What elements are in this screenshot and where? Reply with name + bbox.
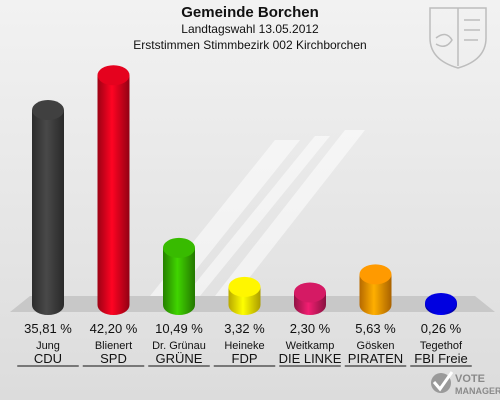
chart-title: Gemeinde Borchen bbox=[181, 4, 319, 21]
value-label: 42,20 % bbox=[90, 321, 138, 336]
bar-3 bbox=[163, 237, 195, 315]
bar-body bbox=[163, 247, 195, 315]
party-label: DIE LINKE bbox=[279, 351, 342, 366]
bar-top bbox=[294, 282, 326, 303]
bar-top bbox=[163, 237, 195, 258]
bars-group bbox=[32, 65, 457, 315]
value-label: 3,32 % bbox=[224, 321, 265, 336]
party-label: SPD bbox=[100, 351, 127, 366]
bar-top bbox=[228, 276, 261, 297]
bar-6 bbox=[359, 264, 392, 315]
party-label: FDP bbox=[232, 351, 258, 366]
bar-top bbox=[425, 293, 457, 313]
candidate-label: Tegethof bbox=[420, 340, 463, 352]
bar-1 bbox=[32, 100, 64, 315]
value-label: 5,63 % bbox=[355, 321, 396, 336]
value-label: 2,30 % bbox=[290, 321, 331, 336]
candidate-label: Blienert bbox=[95, 340, 132, 352]
logo-text-manager: MANAGER bbox=[455, 386, 500, 396]
party-label: PIRATEN bbox=[348, 351, 403, 366]
candidate-label: Weitkamp bbox=[286, 340, 335, 352]
bar-body bbox=[97, 75, 130, 315]
candidate-label: Heineke bbox=[224, 340, 264, 352]
bar-body bbox=[32, 110, 64, 315]
vote-manager-logo: VOTE MANAGER bbox=[431, 371, 500, 396]
bar-5 bbox=[294, 282, 326, 315]
party-label: FBI Freie bbox=[414, 351, 467, 366]
bar-4 bbox=[228, 276, 261, 315]
bar-2 bbox=[97, 65, 130, 315]
bar-top bbox=[97, 65, 130, 86]
party-label: GRÜNE bbox=[156, 351, 203, 366]
bar-7 bbox=[425, 293, 457, 315]
party-label: CDU bbox=[34, 351, 62, 366]
bar-top bbox=[359, 264, 392, 285]
logo-text-vote: VOTE bbox=[455, 373, 485, 385]
bar-body bbox=[359, 274, 392, 315]
logo-check-icon bbox=[432, 371, 454, 392]
coat-of-arms-icon bbox=[429, 7, 487, 69]
value-label: 35,81 % bbox=[24, 321, 72, 336]
value-label: 10,49 % bbox=[155, 321, 203, 336]
candidate-label: Gösken bbox=[357, 340, 395, 352]
candidate-label: Dr. Grünau bbox=[152, 340, 206, 352]
candidate-label: Jung bbox=[36, 340, 60, 352]
bar-top bbox=[32, 100, 64, 121]
chart-subtitle: Landtagswahl 13.05.2012 bbox=[181, 22, 319, 36]
chart-subtitle-2: Erststimmen Stimmbezirk 002 Kirchborchen bbox=[133, 38, 367, 52]
value-label: 0,26 % bbox=[421, 321, 462, 336]
